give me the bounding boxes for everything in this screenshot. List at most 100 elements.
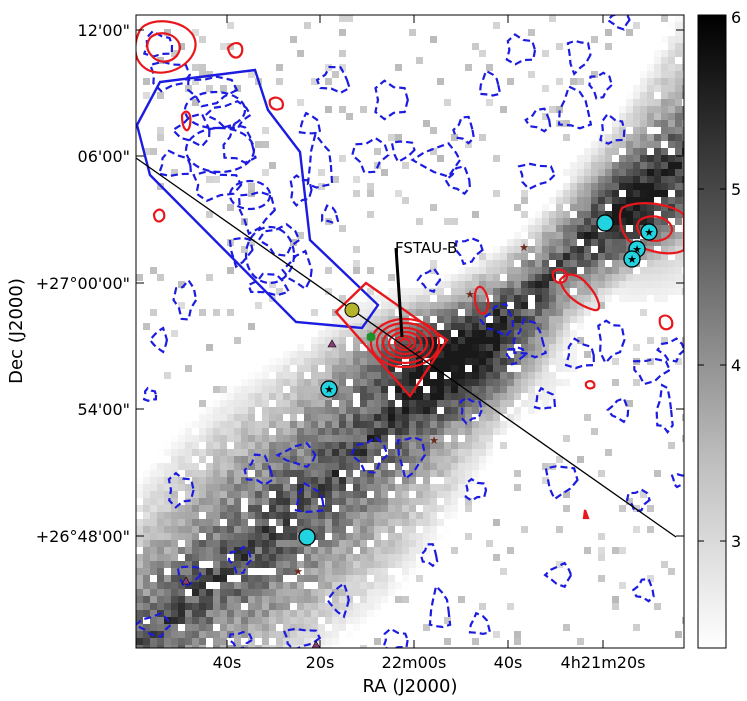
heatmap-pixel <box>318 330 325 337</box>
heatmap-pixel <box>164 526 171 533</box>
heatmap-pixel <box>346 610 353 617</box>
heatmap-pixel <box>675 120 682 127</box>
heatmap-pixel <box>234 449 241 456</box>
heatmap-pixel <box>416 456 423 463</box>
heatmap-pixel <box>556 281 563 288</box>
heatmap-pixel <box>682 43 684 50</box>
heatmap-pixel <box>157 498 164 505</box>
negative-contour <box>172 278 198 321</box>
heatmap-pixel <box>381 421 388 428</box>
heatmap-pixel <box>290 554 297 561</box>
heatmap-pixel <box>213 519 220 526</box>
heatmap-pixel <box>549 197 556 204</box>
heatmap-pixel <box>458 477 465 484</box>
heatmap-pixel <box>325 554 332 561</box>
heatmap-pixel <box>528 393 535 400</box>
heatmap-pixel <box>318 582 325 589</box>
heatmap-pixel <box>171 596 178 603</box>
heatmap-pixel <box>220 582 227 589</box>
heatmap-pixel <box>675 211 682 218</box>
heatmap-pixel <box>465 491 472 498</box>
heatmap-pixel <box>241 407 248 414</box>
heatmap-pixel <box>199 617 206 624</box>
heatmap-pixel <box>241 645 248 648</box>
heatmap-pixel <box>360 533 367 540</box>
heatmap-pixel <box>178 428 185 435</box>
heatmap-pixel <box>381 491 388 498</box>
heatmap-pixel <box>346 435 353 442</box>
heatmap-pixel <box>227 470 234 477</box>
heatmap-pixel <box>339 421 346 428</box>
heatmap-pixel <box>507 246 514 253</box>
heatmap-pixel <box>605 148 612 155</box>
heatmap-pixel <box>675 64 682 71</box>
heatmap-pixel <box>360 337 367 344</box>
heatmap-pixel <box>570 232 577 239</box>
heatmap-pixel <box>416 519 423 526</box>
heatmap-pixel <box>360 498 367 505</box>
heatmap-pixel <box>598 204 605 211</box>
negative-contour <box>298 111 322 135</box>
heatmap-pixel <box>360 309 367 316</box>
heatmap-pixel <box>570 281 577 288</box>
heatmap-pixel <box>451 547 458 554</box>
heatmap-pixel <box>178 582 185 589</box>
heatmap-pixel <box>206 463 213 470</box>
heatmap-pixel <box>682 176 684 183</box>
heatmap-pixel <box>493 323 500 330</box>
heatmap-pixel <box>318 505 325 512</box>
heatmap-pixel <box>241 414 248 421</box>
heatmap-pixel <box>234 610 241 617</box>
heatmap-pixel <box>591 281 598 288</box>
heatmap-pixel <box>423 470 430 477</box>
heatmap-pixel <box>269 610 276 617</box>
heatmap-pixel <box>612 218 619 225</box>
heatmap-pixel <box>234 533 241 540</box>
heatmap-pixel <box>248 589 255 596</box>
heatmap-pixel <box>164 477 171 484</box>
heatmap-pixel <box>185 624 192 631</box>
heatmap-pixel <box>682 78 684 85</box>
heatmap-pixel <box>626 148 633 155</box>
heatmap-pixel <box>430 309 437 316</box>
heatmap-pixel <box>465 386 472 393</box>
x-tick-label: 40s <box>494 653 523 672</box>
heatmap-pixel <box>479 358 486 365</box>
heatmap-pixel <box>185 456 192 463</box>
heatmap-pixel <box>332 435 339 442</box>
heatmap-pixel <box>633 624 640 631</box>
heatmap-pixel <box>283 526 290 533</box>
heatmap-pixel <box>619 246 626 253</box>
heatmap-pixel <box>290 582 297 589</box>
heatmap-pixel <box>241 463 248 470</box>
heatmap-pixel <box>346 428 353 435</box>
heatmap-pixel <box>675 71 682 78</box>
heatmap-pixel <box>318 526 325 533</box>
heatmap-pixel <box>682 57 684 64</box>
heatmap-pixel <box>297 519 304 526</box>
heatmap-pixel <box>220 610 227 617</box>
heatmap-pixel <box>150 540 157 547</box>
heatmap-pixel <box>395 554 402 561</box>
heatmap-pixel <box>136 645 143 648</box>
heatmap-pixel <box>353 610 360 617</box>
heatmap-pixel <box>563 365 570 372</box>
heatmap-pixel <box>304 610 311 617</box>
heatmap-pixel <box>647 134 654 141</box>
heatmap-pixel <box>332 638 339 645</box>
heatmap-pixel <box>241 589 248 596</box>
heatmap-pixel <box>360 477 367 484</box>
heatmap-pixel <box>549 386 556 393</box>
heatmap-pixel <box>290 491 297 498</box>
heatmap-pixel <box>283 603 290 610</box>
heatmap-pixel <box>269 358 276 365</box>
heatmap-pixel <box>213 575 220 582</box>
heatmap-pixel <box>269 484 276 491</box>
heatmap-pixel <box>661 239 668 246</box>
heatmap-pixel <box>157 533 164 540</box>
heatmap-pixel <box>549 372 556 379</box>
heatmap-pixel <box>283 596 290 603</box>
heatmap-pixel <box>192 624 199 631</box>
heatmap-pixel <box>136 561 143 568</box>
heatmap-pixel <box>248 610 255 617</box>
